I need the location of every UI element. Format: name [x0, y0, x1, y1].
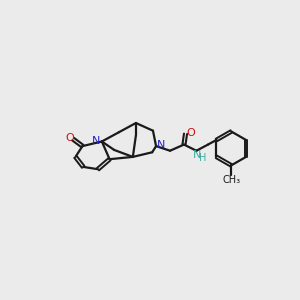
Text: N: N: [92, 136, 100, 146]
Text: H: H: [199, 153, 206, 163]
Text: O: O: [187, 128, 195, 138]
Text: N: N: [157, 140, 165, 150]
Text: CH₃: CH₃: [222, 175, 240, 185]
Text: O: O: [65, 134, 74, 143]
Text: N: N: [193, 150, 201, 160]
